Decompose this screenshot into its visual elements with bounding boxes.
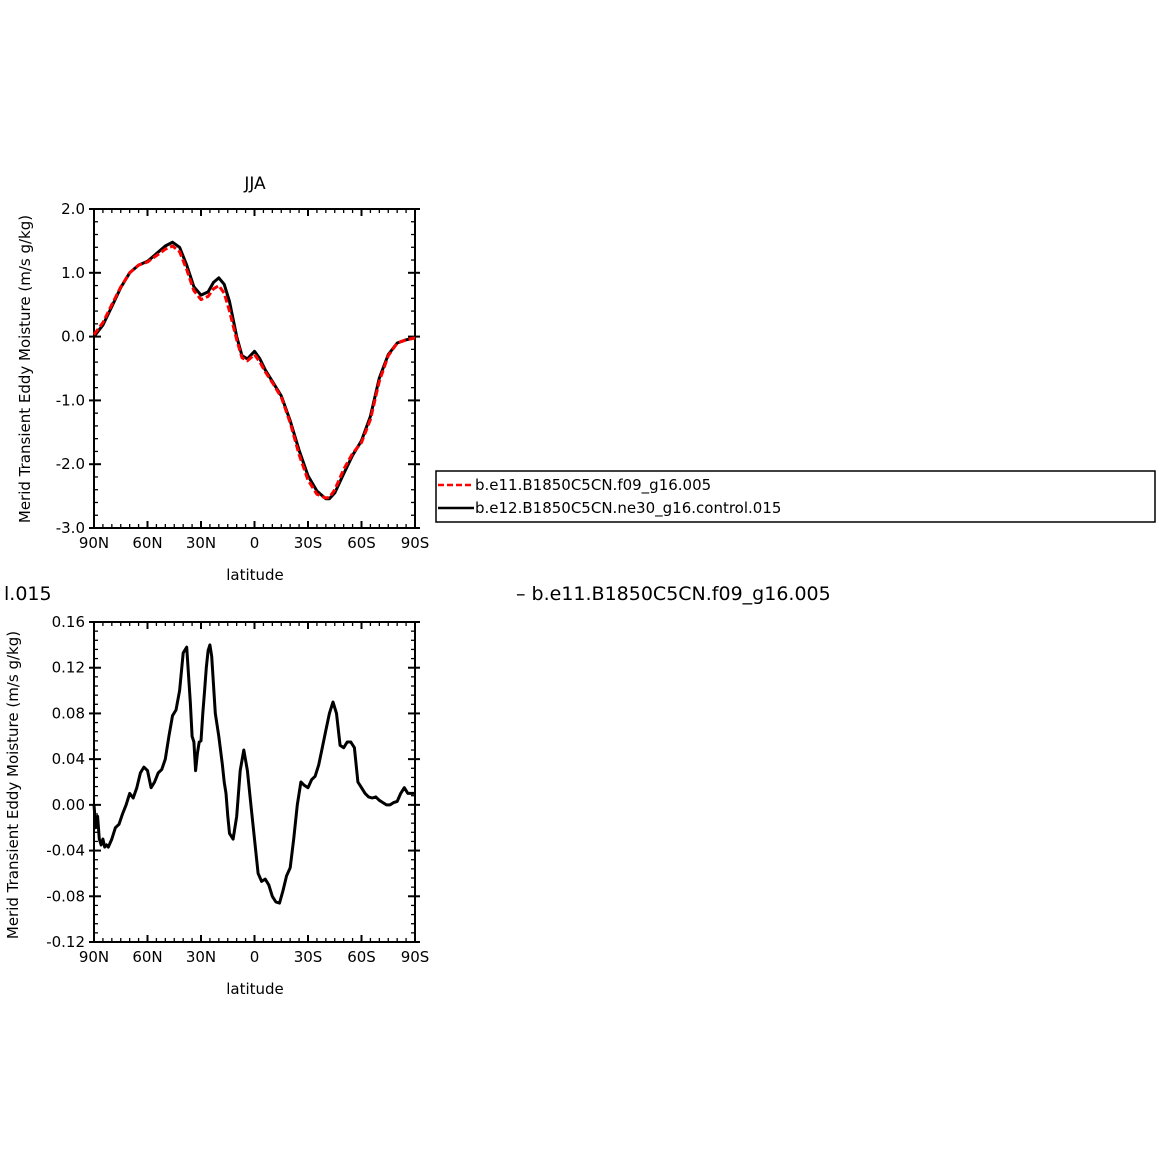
y-axis-top: 2.0 1.0 0.0 -1.0 -2.0 -3.0 — [56, 200, 420, 537]
bottom-y-tick-label: 0.08 — [52, 704, 85, 722]
header-right-text: – b.e11.B1850C5CN.f09_g16.005 — [516, 583, 831, 605]
x-axis-label-top: latitude — [226, 566, 284, 584]
series-lines-top — [92, 240, 416, 501]
chart-title-top: JJA — [243, 174, 266, 194]
title-fragment-bottom: l.015 — [4, 583, 52, 605]
y-axis-label-top: Merid Transient Eddy Moisture (m/s g/kg) — [16, 215, 34, 523]
bottom-x-tick-label: 90N — [79, 948, 109, 966]
bottom-x-tick-label: 60S — [347, 948, 376, 966]
top-x-tick-label: 30S — [294, 534, 323, 552]
top-y-tick-label: -3.0 — [56, 519, 85, 537]
top-y-tick-label: -2.0 — [56, 455, 85, 473]
chart-panel-top: JJA 90N 60N 30N 0 30S 60S 90S 2.0 1.0 0.0 -1.0 -2.… — [16, 174, 429, 584]
bottom-x-tick-label: 0 — [250, 948, 260, 966]
bottom-series-line-1 — [92, 643, 415, 905]
top-y-tick-label: 2.0 — [61, 200, 85, 218]
bottom-y-tick-label: 0.12 — [52, 659, 85, 677]
y-axis-bottom: 0.16 0.12 0.08 0.04 0.00 -0.04 -0.08 -0.12 — [46, 613, 420, 951]
bottom-x-tick-label: 30N — [186, 948, 216, 966]
legend-label-series-1: b.e11.B1850C5CN.f09_g16.005 — [475, 476, 711, 495]
series-lines-bottom — [92, 643, 415, 905]
x-axis-top: 90N 60N 30N 0 30S 60S 90S — [79, 209, 429, 552]
y-axis-label-bottom: Merid Transient Eddy Moisture (m/s g/kg) — [4, 631, 22, 939]
x-axis-bottom: 90N 60N 30N 0 30S 60S 90S — [79, 622, 429, 966]
top-y-tick-label: 0.0 — [61, 328, 85, 346]
bottom-y-tick-label: -0.12 — [46, 933, 85, 951]
top-series-line-2 — [92, 244, 416, 500]
bottom-x-tick-label: 30S — [294, 948, 323, 966]
top-y-tick-label: -1.0 — [56, 391, 85, 409]
legend: b.e11.B1850C5CN.f09_g16.005 b.e12.B1850C… — [435, 470, 1156, 523]
bottom-x-tick-label: 60N — [132, 948, 162, 966]
top-y-tick-label: 1.0 — [61, 264, 85, 282]
top-x-tick-label: 90S — [401, 534, 430, 552]
top-x-tick-label: 30N — [186, 534, 216, 552]
bottom-y-tick-label: 0.00 — [52, 796, 85, 814]
x-axis-label-bottom: latitude — [226, 980, 284, 998]
bottom-y-tick-label: 0.04 — [52, 750, 85, 768]
top-x-tick-label: 90N — [79, 534, 109, 552]
bottom-y-tick-label: -0.08 — [46, 887, 85, 905]
legend-box — [435, 470, 1156, 523]
bottom-y-tick-label: -0.04 — [46, 842, 85, 860]
chart-panel-bottom: 90N 60N 30N 0 30S 60S 90S 0.16 0.12 0.08 0.04 0.00… — [4, 613, 429, 998]
bottom-x-tick-label: 90S — [401, 948, 430, 966]
legend-label-series-2: b.e12.B1850C5CN.ne30_g16.control.015 — [475, 499, 781, 518]
top-x-tick-label: 60N — [132, 534, 162, 552]
top-x-tick-label: 60S — [347, 534, 376, 552]
bottom-y-tick-label: 0.16 — [52, 613, 85, 631]
top-x-tick-label: 0 — [250, 534, 260, 552]
